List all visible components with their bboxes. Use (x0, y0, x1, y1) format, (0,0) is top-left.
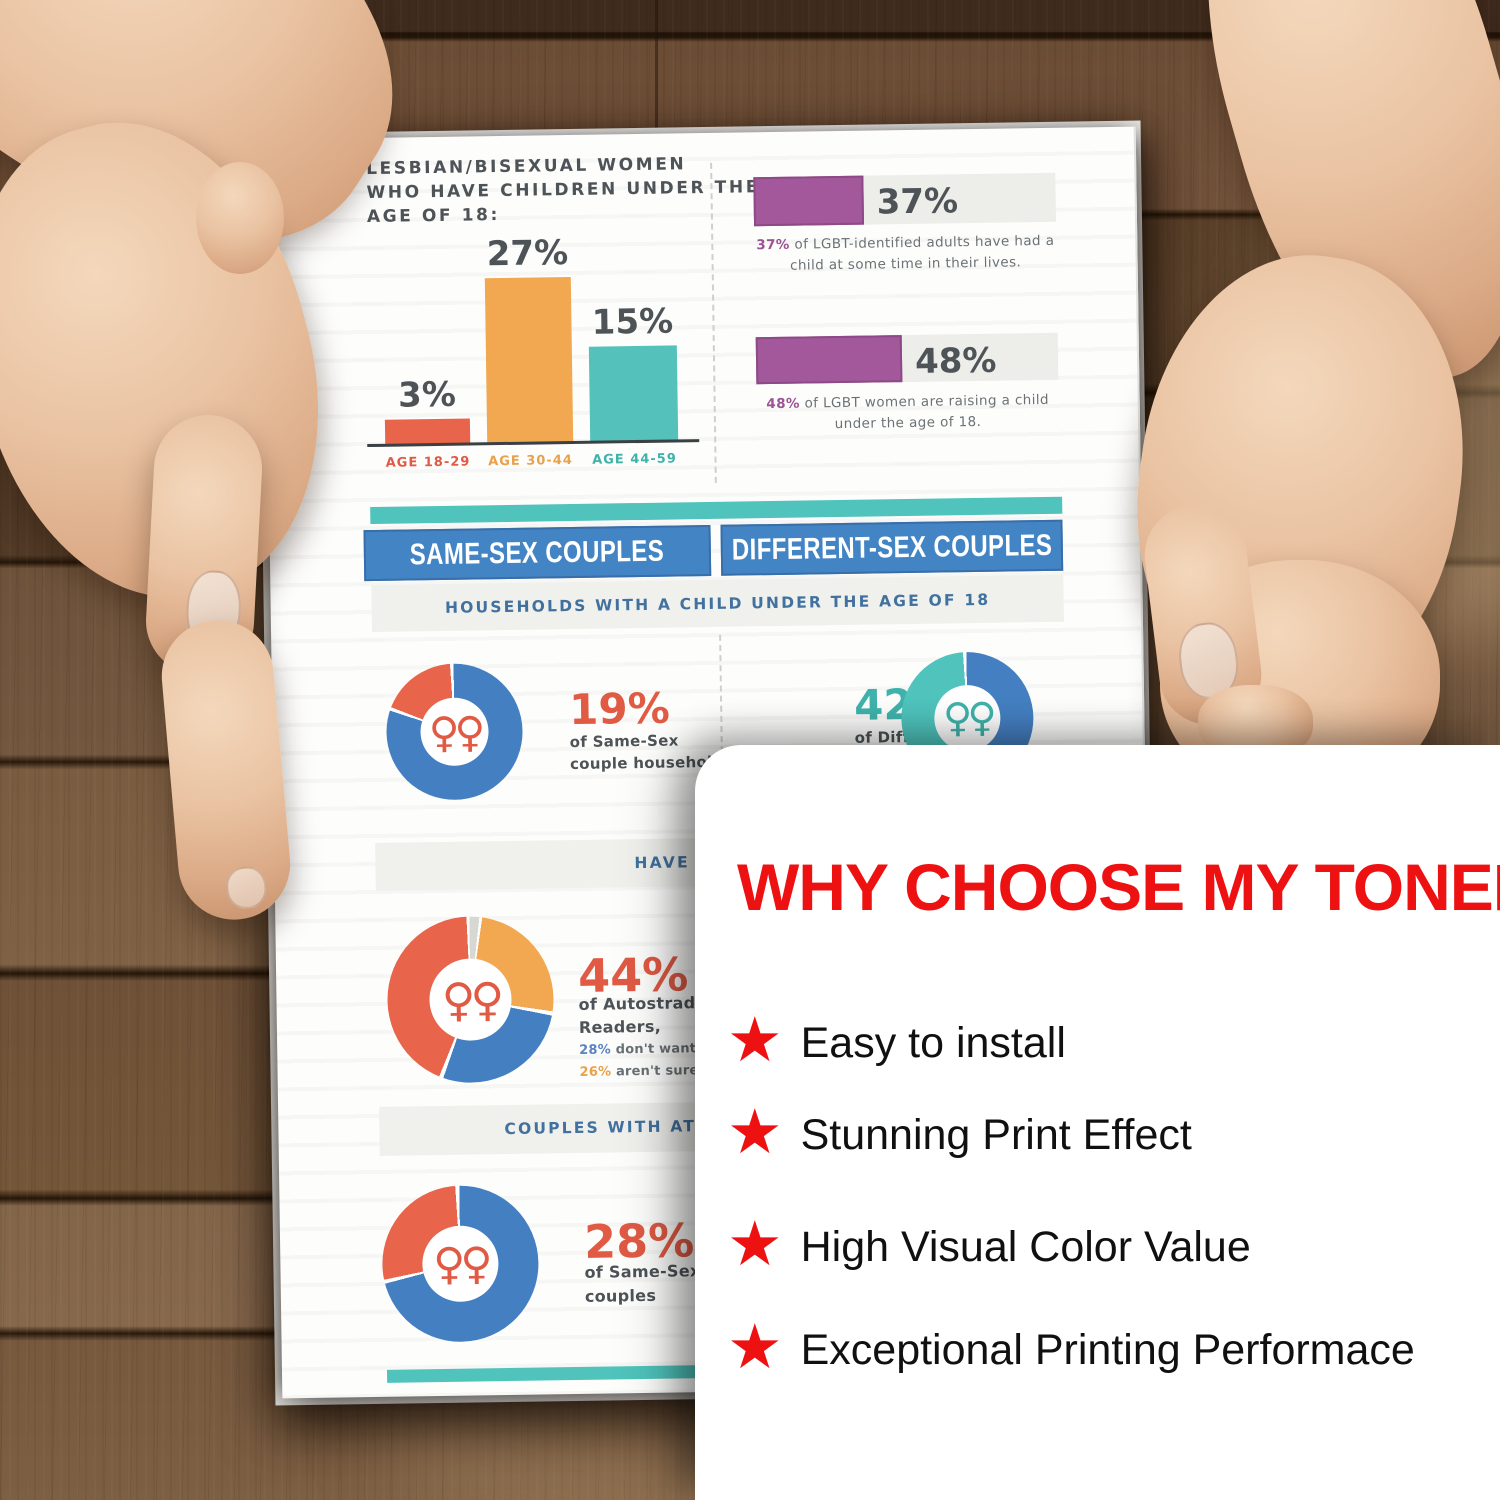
donut-label: of Same-Sex (584, 1261, 701, 1282)
female-couple-icon: ♀♀ (428, 706, 481, 757)
left-knuckle (196, 162, 284, 274)
donut-label: couples (584, 1285, 657, 1306)
stat-caption-lead: 48% (766, 395, 801, 413)
female-couple-icon: ♀♀ (441, 972, 500, 1027)
bar-label: AGE 18-29 (385, 454, 471, 471)
donut-chart-44: ♀♀ (386, 915, 555, 1084)
bar-age-30-44 (484, 276, 574, 444)
star-icon: ★ (727, 1310, 783, 1383)
card-bullet: ★ Exceptional Printing Performace (727, 1312, 1415, 1388)
bar-label: AGE 30-44 (488, 452, 573, 470)
teal-divider-bar (370, 496, 1063, 524)
left-finger-nail (224, 865, 269, 911)
stat-value: 48% (914, 340, 997, 382)
bar-value: 15% (591, 301, 674, 343)
bar-age-18-29 (384, 418, 471, 445)
card-title: WHY CHOOSE MY TONER (737, 850, 1500, 924)
card-bullet-text: High Visual Color Value (800, 1222, 1251, 1271)
stat-caption-lead: 37% (756, 236, 790, 254)
stat-bar-fill-48 (755, 335, 903, 385)
bar-age-44-59 (588, 345, 679, 442)
star-icon: ★ (727, 1003, 783, 1076)
card-bullet: ★ Easy to install (727, 1005, 1066, 1081)
stat-value: 37% (876, 181, 959, 223)
card-bullet: ★ High Visual Color Value (727, 1209, 1251, 1285)
bar-label: AGE 44-59 (592, 451, 677, 468)
card-bullet-text: Stunning Print Effect (800, 1110, 1192, 1159)
donut-chart-19: ♀♀ (385, 662, 524, 801)
header-same-sex-couples: SAME-SEX COUPLES (363, 524, 712, 582)
card-bullet-text: Easy to install (800, 1018, 1066, 1067)
donut-value: 19% (568, 683, 671, 735)
stat-caption: 48% of LGBT women are raising a child un… (766, 391, 1050, 433)
bar-value: 27% (486, 233, 569, 275)
promo-card: WHY CHOOSE MY TONER ★ Easy to install ★ … (695, 745, 1500, 1500)
donut-label: of Same-Sex (569, 731, 679, 752)
bar-value: 3% (397, 374, 457, 416)
stat-caption: 37% of LGBT-identified adults have had a… (756, 232, 1055, 274)
card-bullet: ★ Stunning Print Effect (727, 1097, 1192, 1173)
star-icon: ★ (727, 1207, 783, 1280)
stat-bar-fill-37 (753, 175, 865, 227)
star-icon: ★ (727, 1095, 783, 1168)
section-banner-households: HOUSEHOLDS WITH A CHILD UNDER THE AGE OF… (371, 574, 1064, 632)
bar-chart-title: LESBIAN/BISEXUAL WOMEN WHO HAVE CHILDREN… (366, 154, 761, 227)
female-couple-icon: ♀♀ (432, 1237, 489, 1290)
card-bullet-text: Exceptional Printing Performace (800, 1325, 1415, 1374)
header-different-sex-couples: DIFFERENT-SEX COUPLES (720, 519, 1064, 576)
donut-chart-28: ♀♀ (381, 1184, 540, 1343)
donut-label: Readers, (578, 1016, 662, 1037)
